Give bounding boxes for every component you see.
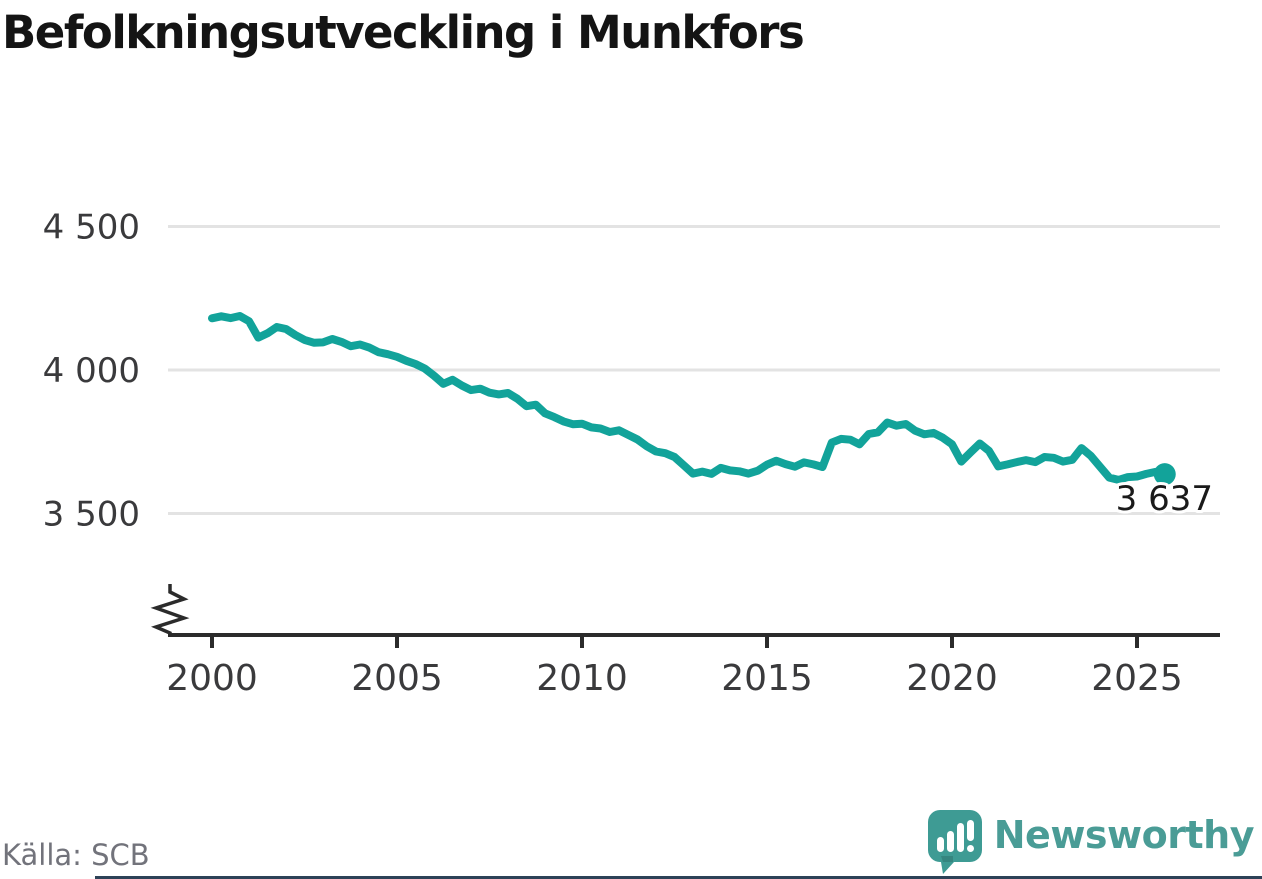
- newsworthy-logo-icon: [927, 810, 982, 874]
- newsworthy-branding: Newsworthy: [927, 810, 1255, 874]
- axis-break-zigzag-icon: [150, 584, 190, 635]
- source-note: Källa: SCB: [2, 838, 150, 872]
- population-series-line: [208, 312, 1169, 484]
- y-axis-tick-label: 4 500: [43, 208, 140, 248]
- y-axis-tick-label: 4 000: [43, 351, 140, 391]
- x-axis-tick-label: 2005: [351, 658, 443, 699]
- x-axis-tick-label: 2010: [536, 658, 628, 699]
- x-axis-tick-label: 2025: [1091, 658, 1183, 699]
- page-title: Befolkningsutveckling i Munkfors: [2, 6, 805, 59]
- bottom-accent-bar: [95, 876, 1262, 879]
- end-value-label: 3 637: [1116, 479, 1213, 519]
- x-axis-tick-label: 2015: [721, 658, 813, 699]
- x-axis-tick-label: 2020: [906, 658, 998, 699]
- y-axis-tick-label: 3 500: [43, 495, 140, 535]
- newsworthy-logo-text: Newsworthy: [993, 813, 1255, 857]
- series-end-dot: [1153, 463, 1176, 486]
- x-axis-tick-label: 2000: [166, 658, 258, 699]
